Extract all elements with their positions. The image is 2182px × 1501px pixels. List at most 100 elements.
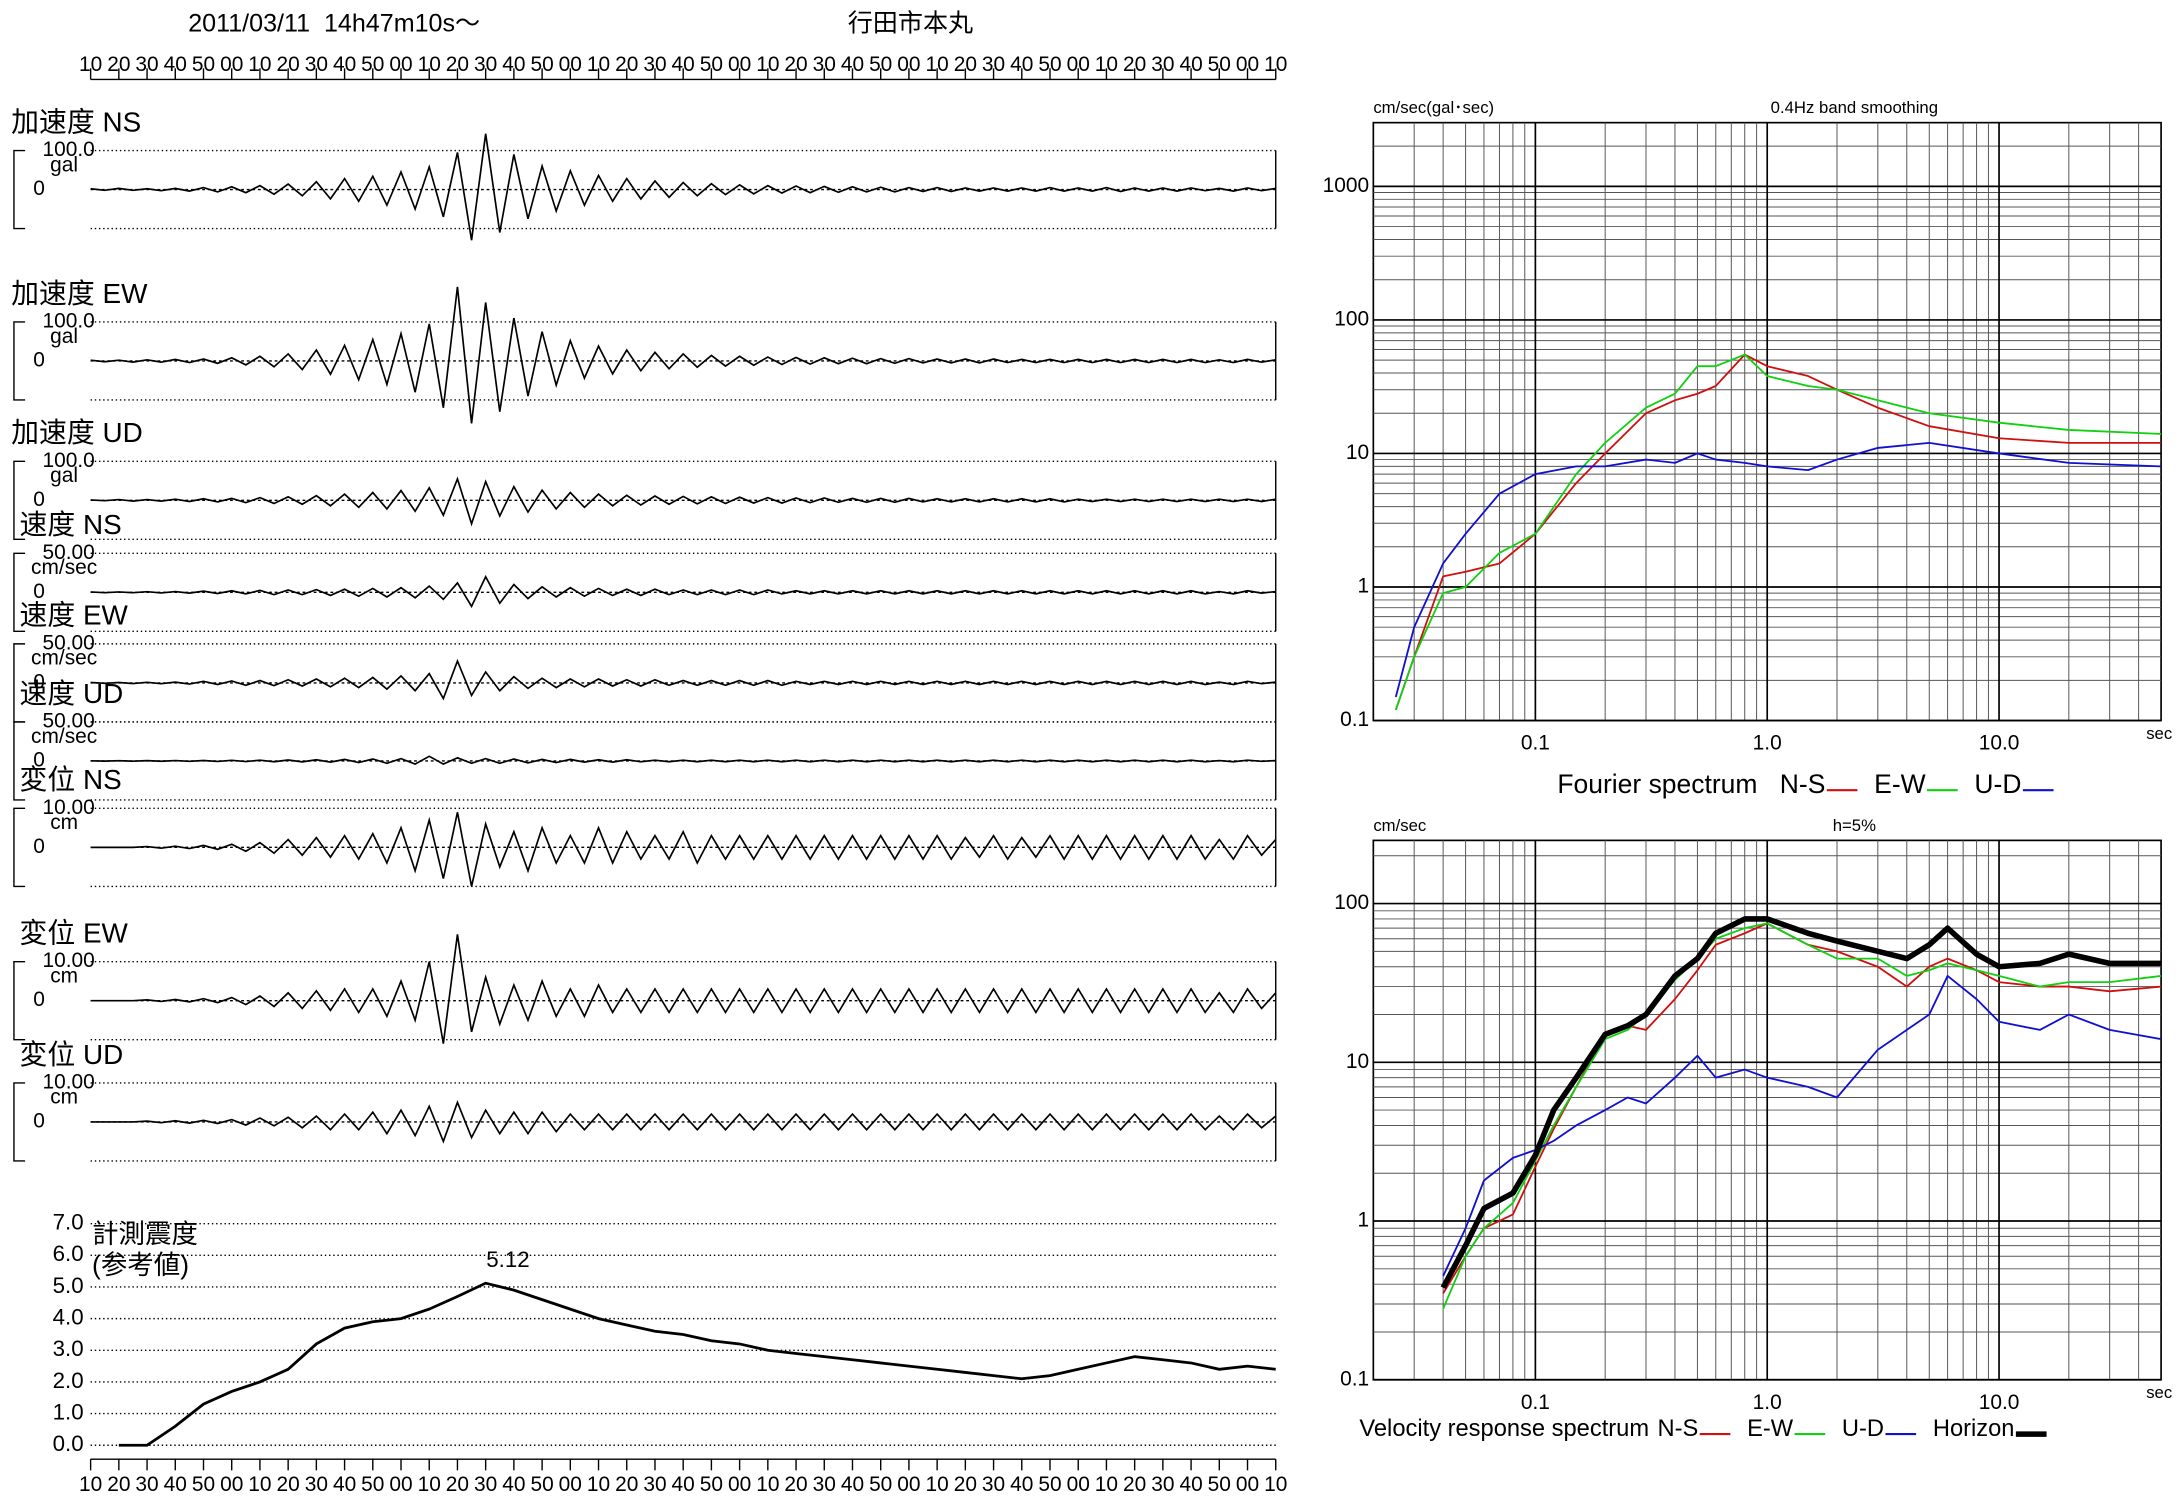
y-tick-label: 5.0 bbox=[53, 1273, 84, 1298]
x-tick-label: 30 bbox=[813, 1473, 836, 1496]
x-tick-label: 20 bbox=[1123, 1473, 1146, 1496]
x-tick-label: 50 bbox=[530, 1473, 553, 1496]
waveform bbox=[90, 476, 1276, 527]
scale-label: 10.00 bbox=[43, 949, 95, 972]
x-tick-label: 10 bbox=[1264, 1473, 1287, 1496]
station: 行田市本丸 bbox=[848, 10, 973, 38]
zero-label: 0 bbox=[33, 835, 45, 858]
scale-label: 100.0 bbox=[43, 449, 95, 472]
x-tick-label: 10 bbox=[1095, 53, 1118, 76]
y-tick-label: 4.0 bbox=[53, 1305, 84, 1330]
spectrum-line bbox=[1394, 353, 2162, 711]
zero-label: 0 bbox=[33, 580, 45, 603]
x-tick-label: 50 bbox=[192, 53, 215, 76]
x-tick-label: 40 bbox=[502, 53, 525, 76]
x-tick-label: 40 bbox=[672, 1473, 695, 1496]
x-tick-label: 20 bbox=[446, 53, 469, 76]
zero-label: 0 bbox=[33, 988, 45, 1011]
x-tick-label: 10 bbox=[926, 1473, 949, 1496]
unit-label: cm bbox=[50, 1086, 78, 1109]
y-tick-label: 0.1 bbox=[1340, 708, 1369, 731]
x-tick-label: 00 bbox=[1067, 53, 1090, 76]
x-tick-label: 20 bbox=[954, 1473, 977, 1496]
x-tick-label: 10 bbox=[418, 53, 441, 76]
waveform bbox=[90, 934, 1277, 1044]
x-tick-label: 40 bbox=[333, 1473, 356, 1496]
x-tick-label: 1.0 bbox=[1753, 1391, 1782, 1414]
x-tick-label: 10 bbox=[79, 1473, 102, 1496]
x-tick-label: 20 bbox=[784, 53, 807, 76]
x-tick-label: 00 bbox=[220, 53, 243, 76]
zero-label: 0 bbox=[33, 1109, 45, 1132]
x-tick-label: 00 bbox=[389, 1473, 412, 1496]
bracket bbox=[13, 807, 26, 888]
trace-label: 変位 NS bbox=[20, 764, 122, 795]
bracket bbox=[13, 960, 26, 1041]
x-tick-label: 50 bbox=[869, 53, 892, 76]
x-tick-label: 40 bbox=[1179, 1473, 1202, 1496]
legend-label: N-S bbox=[1657, 1416, 1698, 1442]
x-tick-label: 20 bbox=[954, 53, 977, 76]
x-tick-label: 30 bbox=[643, 1473, 666, 1496]
zero-label: 0 bbox=[33, 670, 45, 693]
waveform bbox=[90, 755, 1276, 766]
x-tick-label: 40 bbox=[672, 53, 695, 76]
y-tick-label: 3.0 bbox=[53, 1336, 84, 1361]
y-tick-label: 2.0 bbox=[53, 1368, 84, 1393]
y-tick-label: 1 bbox=[1358, 575, 1370, 598]
x-tick-label: 50 bbox=[361, 1473, 384, 1496]
x-tick-label: 10 bbox=[926, 53, 949, 76]
x-tick-label: 20 bbox=[107, 53, 130, 76]
x-tick-label: 10 bbox=[418, 1473, 441, 1496]
x-tick-label: 30 bbox=[305, 1473, 328, 1496]
spectrum-line bbox=[1442, 922, 2162, 1310]
y-tick-label: 1000 bbox=[1323, 174, 1369, 197]
x-tick-label: 10 bbox=[587, 1473, 610, 1496]
x-tick-label: 00 bbox=[728, 1473, 751, 1496]
intensity-line bbox=[118, 1281, 1276, 1447]
x-tick-label: 30 bbox=[982, 1473, 1005, 1496]
y-tick-label: 100 bbox=[1334, 891, 1369, 914]
waveform bbox=[90, 812, 1277, 887]
scale-label: 100.0 bbox=[43, 309, 95, 332]
scale-label: 50.00 bbox=[43, 541, 95, 564]
x-tick-label: 40 bbox=[1010, 53, 1033, 76]
legend-label: N-S bbox=[1780, 769, 1826, 799]
x-tick-label: 30 bbox=[982, 53, 1005, 76]
y-axis-label: cm/sec(gal･sec) bbox=[1373, 98, 1494, 117]
unit-label: gal bbox=[50, 153, 78, 176]
x-tick-label: 40 bbox=[164, 1473, 187, 1496]
x-tick-label: 10 bbox=[756, 53, 779, 76]
x-tick-label: 30 bbox=[1151, 1473, 1174, 1496]
x-tick-label: 00 bbox=[389, 53, 412, 76]
x-tick-label: 30 bbox=[135, 1473, 158, 1496]
trace-label: 変位 EW bbox=[20, 918, 129, 949]
x-tick-label: 40 bbox=[333, 53, 356, 76]
x-tick-label: 10 bbox=[1264, 53, 1287, 76]
legend-label: U-D bbox=[1974, 769, 2021, 799]
x-tick-label: 00 bbox=[897, 53, 920, 76]
legend-label: E-W bbox=[1874, 769, 1925, 799]
x-tick-label: 00 bbox=[220, 1473, 243, 1496]
y-tick-label: 100 bbox=[1334, 307, 1369, 330]
x-tick-label: 50 bbox=[700, 53, 723, 76]
x-tick-label: 10.0 bbox=[1979, 1391, 2020, 1414]
x-tick-label: 10 bbox=[1095, 1473, 1118, 1496]
bracket bbox=[13, 460, 26, 541]
x-tick-label: 30 bbox=[474, 53, 497, 76]
x-tick-label: 30 bbox=[1151, 53, 1174, 76]
bracket bbox=[13, 1082, 26, 1162]
x-axis-label: sec bbox=[2146, 724, 2172, 743]
x-tick-label: 30 bbox=[813, 53, 836, 76]
x-tick-label: 10 bbox=[248, 53, 271, 76]
x-tick-label: 20 bbox=[784, 1473, 807, 1496]
x-tick-label: 10 bbox=[756, 1473, 779, 1496]
x-tick-label: 50 bbox=[1038, 53, 1061, 76]
unit-label: cm/sec bbox=[31, 725, 97, 748]
trace-label: 加速度 UD bbox=[11, 417, 143, 448]
x-tick-label: 40 bbox=[1010, 1473, 1033, 1496]
x-tick-label: 00 bbox=[1236, 1473, 1259, 1496]
y-tick-label: 1.0 bbox=[53, 1399, 84, 1424]
x-tick-label: 00 bbox=[1236, 53, 1259, 76]
zero-label: 0 bbox=[33, 348, 45, 371]
